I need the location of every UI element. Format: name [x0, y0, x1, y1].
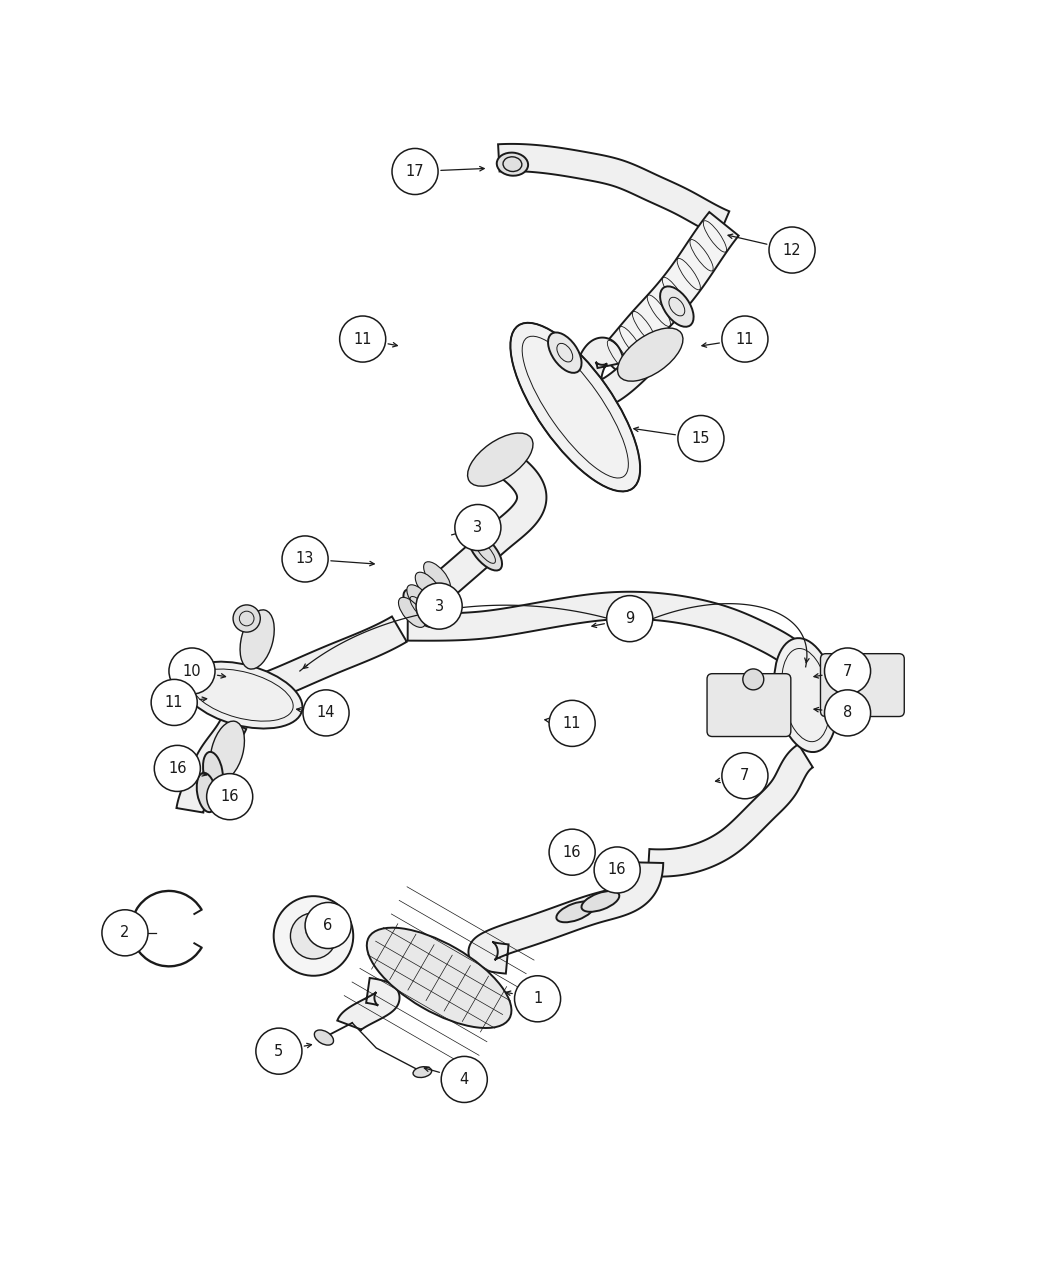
Ellipse shape — [366, 928, 511, 1028]
Circle shape — [169, 648, 215, 694]
Circle shape — [154, 746, 201, 792]
Ellipse shape — [203, 752, 223, 792]
Circle shape — [171, 680, 192, 700]
Circle shape — [306, 903, 351, 949]
Polygon shape — [407, 592, 816, 676]
Text: 11: 11 — [736, 332, 754, 347]
Text: 13: 13 — [296, 552, 314, 566]
Ellipse shape — [423, 562, 450, 592]
Ellipse shape — [617, 328, 682, 381]
Circle shape — [392, 148, 438, 195]
Circle shape — [416, 583, 462, 629]
Polygon shape — [574, 338, 660, 408]
Circle shape — [274, 896, 353, 975]
Circle shape — [455, 505, 501, 551]
Circle shape — [607, 595, 653, 641]
Polygon shape — [176, 718, 247, 812]
Text: 16: 16 — [168, 761, 187, 776]
Ellipse shape — [548, 333, 582, 372]
Circle shape — [514, 975, 561, 1021]
Ellipse shape — [413, 1067, 432, 1077]
Ellipse shape — [497, 153, 528, 176]
Circle shape — [594, 847, 640, 892]
Circle shape — [824, 648, 870, 694]
Text: 16: 16 — [220, 789, 239, 805]
Ellipse shape — [240, 609, 274, 669]
Polygon shape — [648, 745, 813, 877]
Circle shape — [549, 829, 595, 875]
Polygon shape — [498, 144, 730, 236]
Text: 3: 3 — [474, 520, 482, 536]
Text: 16: 16 — [608, 862, 627, 877]
Text: 17: 17 — [405, 164, 424, 178]
Ellipse shape — [660, 287, 694, 326]
Text: 8: 8 — [843, 705, 853, 720]
Ellipse shape — [406, 585, 434, 615]
Ellipse shape — [196, 773, 216, 812]
Circle shape — [722, 316, 768, 362]
Ellipse shape — [182, 662, 302, 728]
Text: 1: 1 — [533, 991, 542, 1006]
Ellipse shape — [403, 589, 437, 627]
Polygon shape — [248, 617, 406, 706]
Text: 14: 14 — [317, 705, 335, 720]
Circle shape — [233, 604, 260, 632]
Circle shape — [742, 669, 763, 690]
Ellipse shape — [467, 434, 533, 486]
Text: 10: 10 — [183, 663, 202, 678]
Text: 16: 16 — [563, 844, 582, 859]
FancyBboxPatch shape — [707, 673, 791, 737]
Text: 3: 3 — [435, 598, 444, 613]
Text: 6: 6 — [323, 918, 333, 933]
Text: 4: 4 — [460, 1072, 469, 1086]
Ellipse shape — [210, 722, 245, 780]
Circle shape — [769, 227, 815, 273]
Text: 7: 7 — [740, 769, 750, 783]
Circle shape — [282, 536, 328, 581]
Polygon shape — [468, 862, 664, 974]
FancyBboxPatch shape — [820, 654, 904, 717]
Circle shape — [102, 910, 148, 956]
Polygon shape — [597, 212, 738, 379]
Circle shape — [824, 690, 870, 736]
Circle shape — [722, 752, 768, 798]
Ellipse shape — [314, 1030, 334, 1046]
Text: 11: 11 — [165, 695, 184, 710]
Polygon shape — [337, 978, 400, 1030]
Text: 11: 11 — [354, 332, 372, 347]
Circle shape — [549, 700, 595, 746]
Ellipse shape — [556, 901, 594, 922]
Ellipse shape — [468, 533, 502, 570]
Ellipse shape — [582, 891, 620, 912]
Text: 11: 11 — [563, 715, 582, 731]
Ellipse shape — [415, 572, 442, 602]
Polygon shape — [404, 448, 546, 623]
Circle shape — [151, 680, 197, 725]
Text: 12: 12 — [782, 242, 801, 258]
Text: 5: 5 — [274, 1044, 284, 1058]
Text: 9: 9 — [625, 611, 634, 626]
Text: 2: 2 — [121, 926, 129, 941]
Circle shape — [291, 913, 336, 959]
Circle shape — [303, 690, 349, 736]
Circle shape — [339, 316, 385, 362]
Circle shape — [256, 1028, 302, 1075]
Ellipse shape — [399, 597, 425, 627]
Ellipse shape — [774, 638, 837, 752]
Text: 15: 15 — [692, 431, 710, 446]
Circle shape — [678, 416, 723, 462]
Circle shape — [207, 774, 253, 820]
Ellipse shape — [510, 323, 640, 491]
Circle shape — [441, 1057, 487, 1103]
Text: 7: 7 — [843, 663, 853, 678]
